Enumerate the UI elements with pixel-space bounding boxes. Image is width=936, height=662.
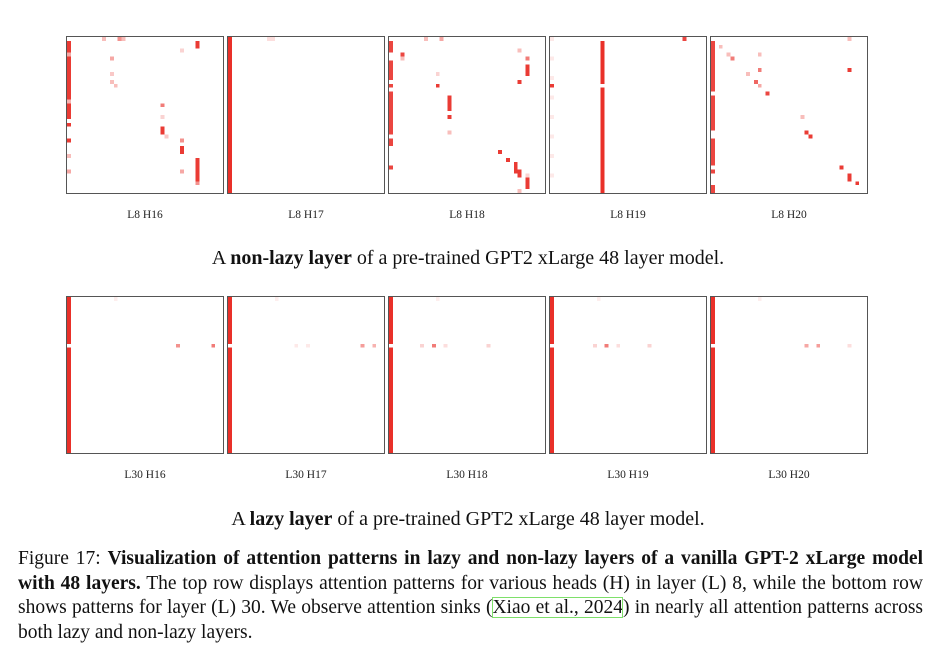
heatmap-l30-h18 bbox=[388, 296, 546, 454]
subcaption-non-lazy: A non-lazy layer of a pre-trained GPT2 x… bbox=[0, 247, 936, 270]
heatmap-l30-h19 bbox=[549, 296, 707, 454]
caption-body: ) in nearly all attention patterns acros… bbox=[18, 597, 923, 643]
panel-label: L30 H20 bbox=[768, 469, 810, 481]
subcaption-lazy: A lazy layer of a pre-trained GPT2 xLarg… bbox=[0, 508, 936, 531]
heatmap-l30-h16 bbox=[66, 296, 224, 454]
subcaption-suffix: of a pre-trained GPT2 xLarge 48 layer mo… bbox=[351, 247, 725, 269]
panel-label: L30 H18 bbox=[446, 469, 488, 481]
heatmap-l8-h18 bbox=[388, 36, 546, 194]
citation-link[interactable]: Xiao et al., 2024 bbox=[492, 597, 623, 618]
subcaption-prefix: A bbox=[211, 247, 231, 269]
heatmap-l30-h17 bbox=[227, 296, 385, 454]
panel-label: L30 H17 bbox=[285, 469, 327, 481]
panel-label: L30 H16 bbox=[124, 469, 166, 481]
panel-label: L8 H18 bbox=[449, 209, 485, 221]
subcaption-prefix: A bbox=[231, 508, 250, 530]
panel-label: L8 H20 bbox=[771, 209, 807, 221]
subcaption-bold: non-lazy layer bbox=[230, 247, 352, 269]
subcaption-suffix: of a pre-trained GPT2 xLarge 48 layer mo… bbox=[332, 508, 705, 530]
heatmap-l8-h16 bbox=[66, 36, 224, 194]
caption-body: The top row displays attention patterns … bbox=[18, 572, 923, 619]
panel-label: L8 H19 bbox=[610, 209, 646, 221]
panel-label: L8 H16 bbox=[127, 209, 163, 221]
heatmap-l30-h20 bbox=[710, 296, 868, 454]
figure-caption: Figure 17: Visualization of attention pa… bbox=[18, 547, 923, 645]
panel-label: L8 H17 bbox=[288, 209, 324, 221]
figure-title: Visualization of attention patterns in l… bbox=[18, 548, 923, 594]
subcaption-bold: lazy layer bbox=[249, 508, 333, 530]
panel-label: L30 H19 bbox=[607, 469, 649, 481]
figure-number: Figure 17: bbox=[18, 548, 108, 569]
heatmap-l8-h19 bbox=[549, 36, 707, 194]
heatmap-l8-h20 bbox=[710, 36, 868, 194]
heatmap-l8-h17 bbox=[227, 36, 385, 194]
